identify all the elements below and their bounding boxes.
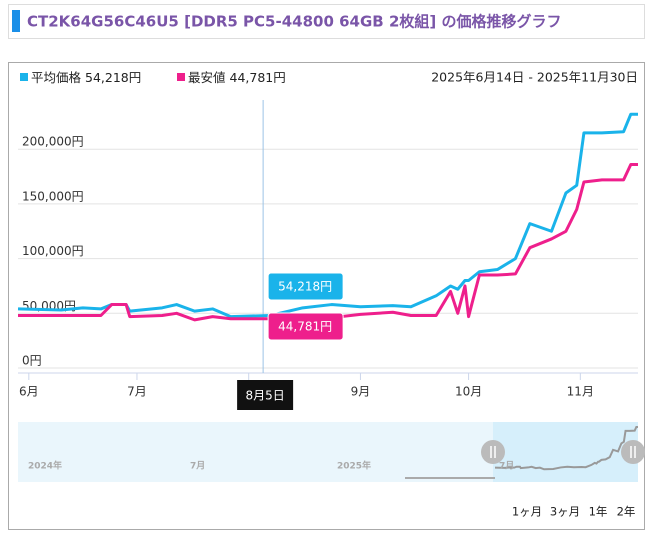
legend-value: 54,218円	[85, 70, 141, 85]
tooltip-box	[267, 272, 344, 301]
legend-swatch	[20, 73, 28, 81]
tooltip-value: 44,781円	[278, 320, 332, 334]
range-button[interactable]: 1年	[589, 505, 608, 519]
legend-swatch	[177, 73, 185, 81]
x-tick-label: 6月	[19, 385, 39, 399]
y-tick-label: 150,000円	[22, 189, 84, 203]
legend-entry: 平均価格 54,218円	[31, 70, 141, 85]
x-tick-label: 11月	[567, 385, 594, 399]
navigator-label: 2024年	[28, 460, 62, 472]
legend-value: 44,781円	[230, 70, 286, 85]
y-tick-label: 200,000円	[22, 135, 84, 149]
legend-entry: 最安値 44,781円	[188, 70, 286, 85]
tooltip-value: 54,218円	[278, 280, 332, 294]
navigator-selection	[493, 422, 638, 482]
navigator-label: 7月	[190, 461, 205, 472]
range-button[interactable]: 2年	[617, 505, 636, 519]
plot: 0円50,000円100,000円150,000円200,000円6月7月8月9…	[17, 100, 638, 410]
navigator-label: 2025年	[337, 460, 371, 472]
navigator-handle[interactable]	[481, 440, 505, 464]
x-tick-label: 10月	[455, 385, 482, 399]
x-tick-label: 9月	[351, 385, 371, 399]
y-tick-label: 0円	[22, 354, 42, 368]
legend-name: 平均価格	[31, 70, 82, 85]
navigator-line	[494, 425, 638, 471]
page-title: CT2K64G56C46U5 [DDR5 PC5-44800 64GB 2枚組]…	[27, 13, 561, 31]
range-button[interactable]: 3ヶ月	[550, 505, 580, 519]
price-line	[18, 163, 638, 322]
tooltip-date: 8月5日	[245, 389, 284, 403]
date-range: 2025年6月14日 - 2025年11月30日	[431, 70, 638, 85]
x-tick-label: 7月	[127, 385, 147, 399]
tooltip-date-box	[237, 380, 294, 410]
navigator-handle[interactable]	[621, 440, 645, 464]
title-box	[8, 4, 645, 39]
tooltip-box	[267, 312, 344, 341]
navigator-label: 7月	[499, 461, 514, 472]
navigator: 2024年 7月 2025年 7月	[28, 425, 645, 472]
range-button[interactable]: 1ヶ月	[512, 505, 542, 519]
legend-name: 最安値	[188, 70, 226, 85]
y-tick-label: 100,000円	[22, 244, 84, 258]
title-accent	[12, 10, 20, 32]
